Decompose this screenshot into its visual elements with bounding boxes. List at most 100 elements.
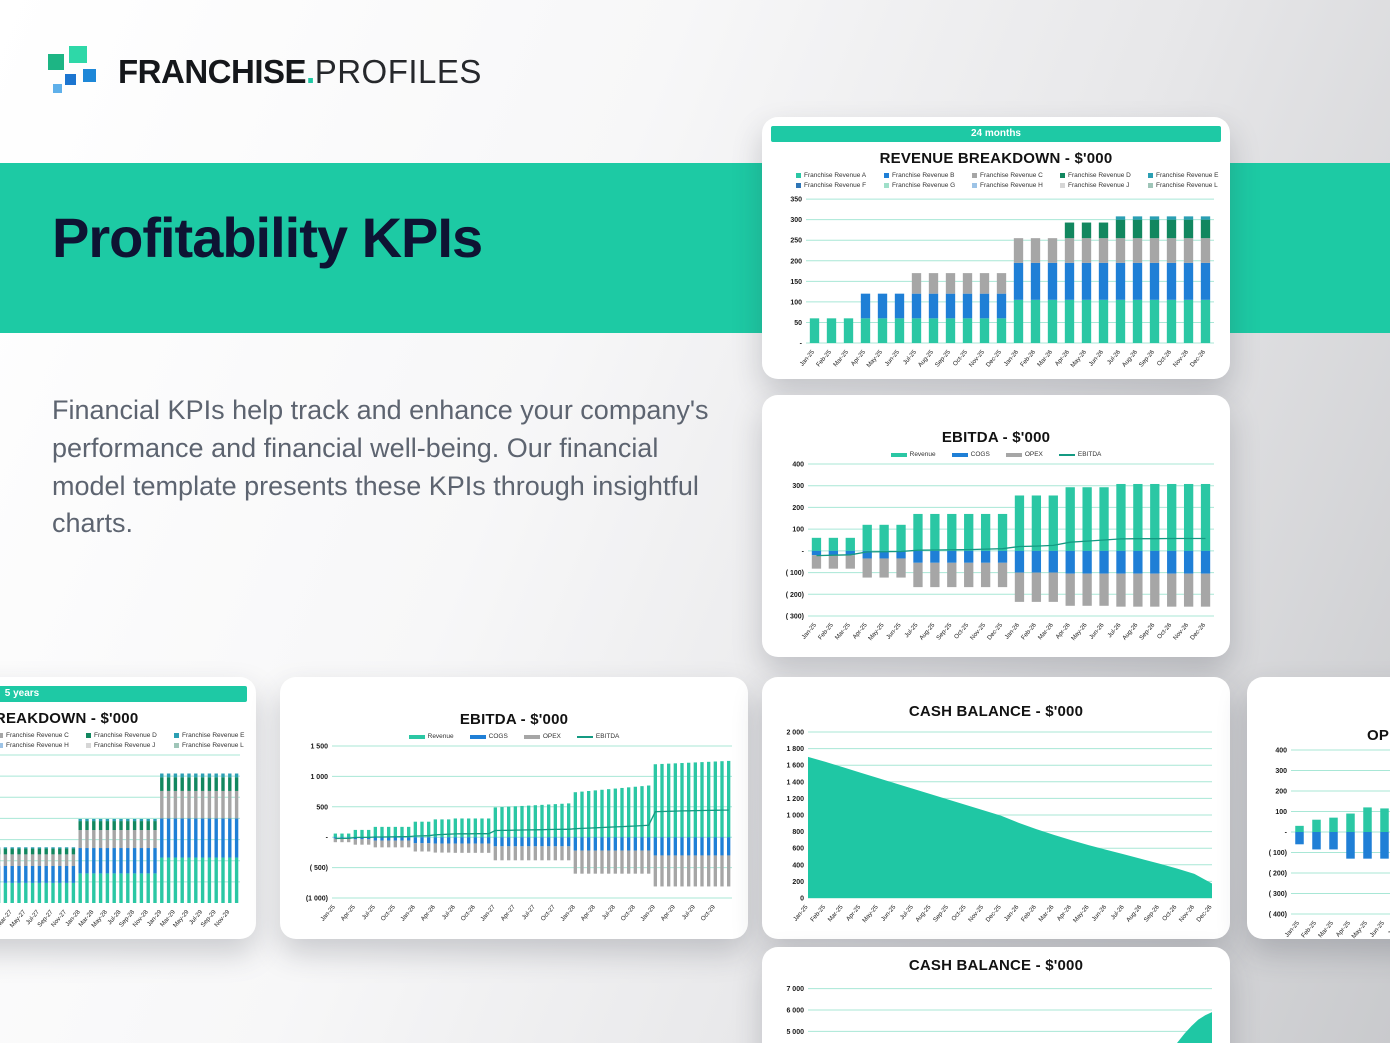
legend-item: EBITDA [1058, 451, 1101, 458]
svg-text:Oct-26: Oct-26 [1161, 903, 1179, 922]
legend-marker [1148, 183, 1153, 188]
legend-marker [1060, 183, 1065, 188]
svg-text:Jun-25: Jun-25 [885, 621, 903, 640]
svg-text:Jul-29: Jul-29 [681, 903, 698, 921]
legend-item: COGS [951, 451, 990, 458]
svg-text:Jan-27: Jan-27 [479, 903, 497, 922]
legend-item: OPEX [523, 733, 561, 740]
svg-text:1 400: 1 400 [786, 779, 804, 786]
svg-text:Oct-27: Oct-27 [540, 903, 558, 922]
svg-text:Jan-26: Jan-26 [1003, 903, 1021, 922]
svg-text:Dec-26: Dec-26 [1195, 903, 1214, 923]
svg-text:Aug-25: Aug-25 [914, 903, 933, 923]
svg-text:Apr-26: Apr-26 [420, 903, 438, 922]
svg-text:Feb-26: Feb-26 [1020, 903, 1038, 923]
page-title: Profitability KPIs [52, 206, 483, 269]
svg-text:Mar-25: Mar-25 [827, 903, 845, 923]
legend-marker [972, 173, 977, 178]
legend-label: OPEX [542, 733, 561, 740]
legend-marker [1060, 173, 1065, 178]
legend-label: Franchise Revenue F [804, 182, 867, 189]
svg-text:Jan-25: Jan-25 [799, 348, 817, 367]
svg-text:150: 150 [790, 279, 802, 286]
svg-text:1 000: 1 000 [310, 774, 328, 781]
svg-text:Nov-29: Nov-29 [213, 908, 232, 928]
legend-label: Franchise Revenue D [94, 732, 157, 739]
legend-item: Franchise Revenue J [86, 742, 174, 749]
opex-card-title: OPE [1367, 727, 1390, 744]
legend-item: COGS [469, 733, 508, 740]
svg-text:Dec-25: Dec-25 [985, 348, 1004, 368]
svg-text:200: 200 [790, 258, 802, 265]
svg-text:Apr-25: Apr-25 [340, 903, 358, 922]
svg-text:Dec-26: Dec-26 [1189, 621, 1208, 641]
svg-text:Mar-25: Mar-25 [834, 621, 852, 641]
ebitda-5y-legend: Revenue COGS OPEX EBITDA [280, 733, 748, 740]
legend-marker [523, 734, 540, 739]
svg-text:Jun-25: Jun-25 [880, 903, 898, 922]
legend-marker [972, 183, 977, 188]
svg-text:May-25: May-25 [1350, 919, 1369, 940]
svg-text:Apr-27: Apr-27 [500, 903, 518, 922]
svg-text:Jan-28: Jan-28 [559, 903, 577, 922]
page-description: Financial KPIs help track and enhance yo… [52, 395, 709, 539]
svg-text:Dec-25: Dec-25 [985, 903, 1004, 923]
period-badge-24-months: 24 months [771, 126, 1221, 142]
legend-label: COGS [488, 733, 508, 740]
svg-text:Sep-26: Sep-26 [1138, 621, 1157, 641]
brand-name-secondary: PROFILES [314, 53, 482, 90]
svg-text:Jun-25: Jun-25 [884, 348, 902, 367]
legend-label: OPEX [1024, 451, 1043, 458]
legend-item: EBITDA [576, 733, 619, 740]
svg-text:Nov-25: Nov-25 [969, 621, 988, 641]
legend-item: Franchise Revenue G [884, 182, 972, 189]
svg-text:6 000: 6 000 [786, 1008, 804, 1015]
svg-text:Sep-26: Sep-26 [1138, 348, 1157, 368]
svg-text:Mar-26: Mar-26 [1037, 621, 1055, 641]
svg-text:May-25: May-25 [865, 348, 884, 369]
svg-text:Jul-26: Jul-26 [1110, 903, 1127, 921]
revenue-breakdown-5y-card: 5 years REVENUE BREAKDOWN - $'000 Franch… [0, 677, 256, 939]
svg-text:Jul-25: Jul-25 [903, 621, 920, 639]
svg-text:( 200): ( 200) [1269, 871, 1287, 878]
svg-text:1 600: 1 600 [786, 763, 804, 770]
svg-text:May-25: May-25 [867, 621, 886, 642]
revenue-breakdown-24m-legend: Franchise Revenue A Franchise Revenue B Fr… [796, 172, 1230, 189]
svg-text:Jan-29: Jan-29 [639, 903, 657, 922]
legend-marker [0, 733, 3, 738]
legend-marker [174, 743, 179, 748]
svg-text:Jul-28: Jul-28 [601, 903, 618, 921]
revenue-breakdown-24m-card: 24 months REVENUE BREAKDOWN - $'000 Fran… [762, 117, 1230, 379]
svg-text:Feb-25: Feb-25 [1300, 919, 1318, 939]
svg-text:Feb-25: Feb-25 [809, 903, 827, 923]
legend-item: Franchise Revenue L [174, 742, 262, 749]
legend-item: Revenue [408, 733, 454, 740]
svg-text:200: 200 [1275, 789, 1287, 796]
legend-marker [576, 735, 593, 738]
svg-text:Jul-25: Jul-25 [902, 348, 919, 366]
svg-text:500: 500 [316, 804, 328, 811]
svg-text:250: 250 [790, 238, 802, 245]
brand-name-primary: FRANCHISE [118, 53, 307, 90]
svg-text:400: 400 [792, 862, 804, 869]
svg-text:Jul-25: Jul-25 [361, 903, 378, 921]
svg-text:Nov-25: Nov-25 [968, 348, 987, 368]
svg-text:Aug-26: Aug-26 [1121, 348, 1140, 368]
svg-text:Oct-25: Oct-25 [952, 348, 970, 367]
legend-label: COGS [970, 451, 990, 458]
svg-text:Oct-26: Oct-26 [460, 903, 478, 922]
legend-marker [890, 452, 907, 457]
svg-text:400: 400 [1275, 748, 1287, 755]
svg-text:( 400): ( 400) [1269, 912, 1287, 919]
legend-label: Franchise Revenue E [182, 732, 245, 739]
svg-text:Mar-26: Mar-26 [1037, 903, 1055, 923]
legend-label: Franchise Revenue J [94, 742, 156, 749]
svg-text:Jul-26: Jul-26 [1106, 348, 1123, 366]
brand-name: FRANCHISE.PROFILES [118, 53, 482, 91]
legend-marker [884, 173, 889, 178]
legend-item: Franchise Revenue L [1148, 182, 1236, 189]
